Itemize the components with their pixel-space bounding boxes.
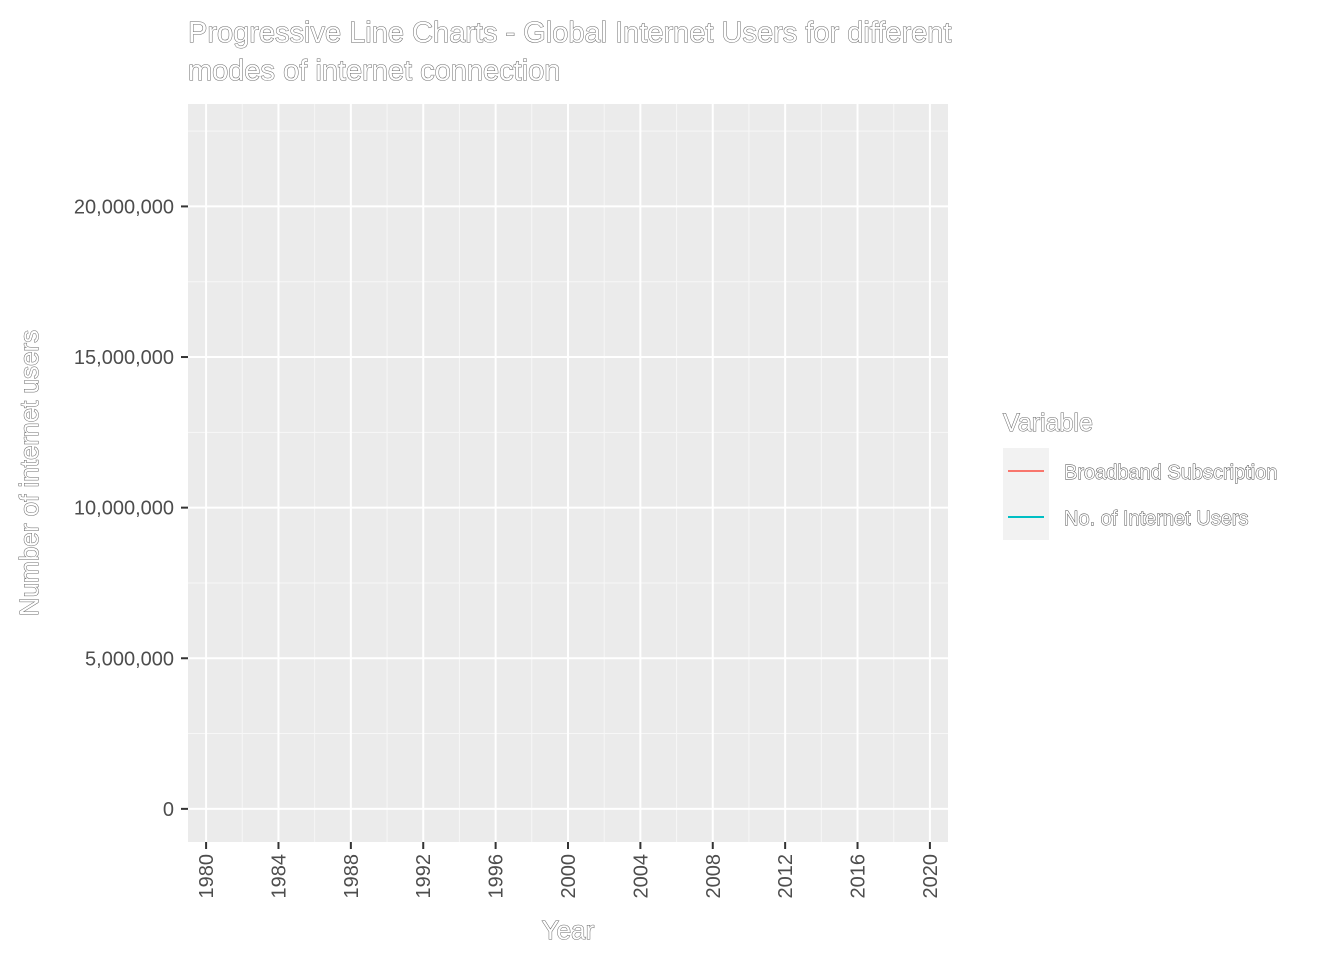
legend: Variable Broadband Subscription No. of I… (1003, 409, 1278, 540)
legend-title: Variable (1003, 409, 1093, 437)
y-tick-label: 15,000,000 (74, 347, 174, 369)
x-tick-label: 2008 (703, 854, 725, 899)
chart-title-line-1: Progressive Line Charts - Global Interne… (188, 17, 951, 49)
x-tick-label: 1992 (413, 854, 435, 899)
x-tick-label: 2004 (630, 854, 652, 899)
x-tick-label: 1988 (341, 854, 363, 899)
x-tick-label: 2012 (775, 854, 797, 899)
y-tick-label: 20,000,000 (74, 196, 174, 218)
y-tick-label: 5,000,000 (85, 648, 174, 670)
x-tick-label: 2000 (558, 854, 580, 899)
y-axis: 0 5,000,000 10,000,000 15,000,000 20,000,000 (74, 196, 188, 821)
legend-label-internet-users: No. of Internet Users (1064, 508, 1249, 530)
x-axis: 1980 1984 1988 1992 1996 2000 2004 2008 2012 2016… (196, 842, 942, 899)
chart-title-line-2: modes of internet connection (188, 55, 560, 87)
y-axis-title: Number of internet users (14, 330, 44, 616)
x-tick-label: 1984 (268, 854, 290, 899)
legend-label-broadband: Broadband Subscription (1064, 462, 1277, 484)
x-tick-label: 1980 (196, 854, 218, 899)
y-tick-label: 10,000,000 (74, 498, 174, 520)
y-tick-label: 0 (163, 799, 174, 821)
x-tick-label: 1996 (486, 854, 508, 899)
x-tick-label: 2016 (848, 854, 870, 899)
x-tick-label: 2020 (920, 854, 942, 899)
x-axis-title: Year (542, 915, 595, 945)
grid-major (188, 104, 948, 842)
